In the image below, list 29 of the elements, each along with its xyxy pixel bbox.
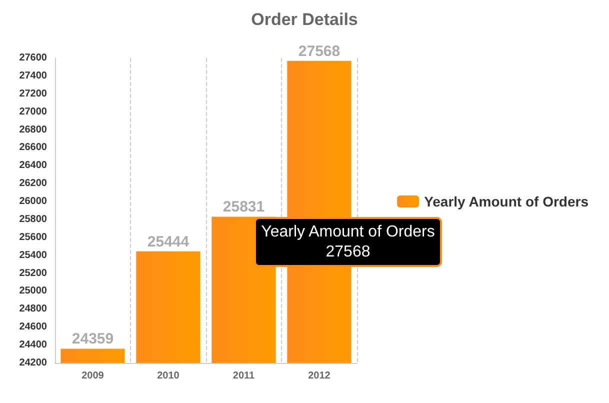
- y-tick-label: 25000: [19, 286, 48, 297]
- y-tick-label: 26600: [19, 142, 48, 154]
- y-tick-label: 26400: [19, 160, 48, 172]
- y-tick-label: 27200: [19, 88, 48, 100]
- data-label: 24359: [72, 330, 114, 348]
- data-label: 25831: [222, 198, 265, 216]
- y-tick-label: 26200: [19, 178, 48, 190]
- y-tick-label: 24400: [19, 340, 48, 351]
- x-tick-label: 2009: [82, 370, 104, 382]
- y-tick-label: 24800: [19, 304, 48, 315]
- data-label: 27568: [298, 42, 340, 60]
- y-tick-label: 26000: [19, 196, 48, 208]
- y-tick-label: 26800: [19, 124, 48, 136]
- chart-title: Order Details: [251, 10, 358, 29]
- legend-label: Yearly Amount of Orders: [424, 194, 589, 210]
- y-tick-label: 25200: [19, 268, 48, 279]
- x-tick-label: 2011: [232, 370, 256, 382]
- y-tick-label: 27600: [19, 52, 48, 64]
- y-tick-label: 27400: [19, 70, 48, 82]
- y-tick-label: 27000: [19, 106, 48, 118]
- y-tick-label: 25400: [19, 250, 48, 261]
- y-tick-label: 24200: [19, 358, 48, 368]
- data-label: 25444: [147, 233, 190, 250]
- x-tick-label: 2012: [308, 370, 331, 382]
- x-tick-label: 2010: [157, 370, 180, 382]
- y-tick-label: 24600: [19, 322, 48, 333]
- y-tick-label: 25600: [19, 232, 48, 243]
- y-tick-label: 25800: [19, 214, 48, 225]
- annotation: Yearly Amount of Orders 27568: [261, 224, 435, 260]
